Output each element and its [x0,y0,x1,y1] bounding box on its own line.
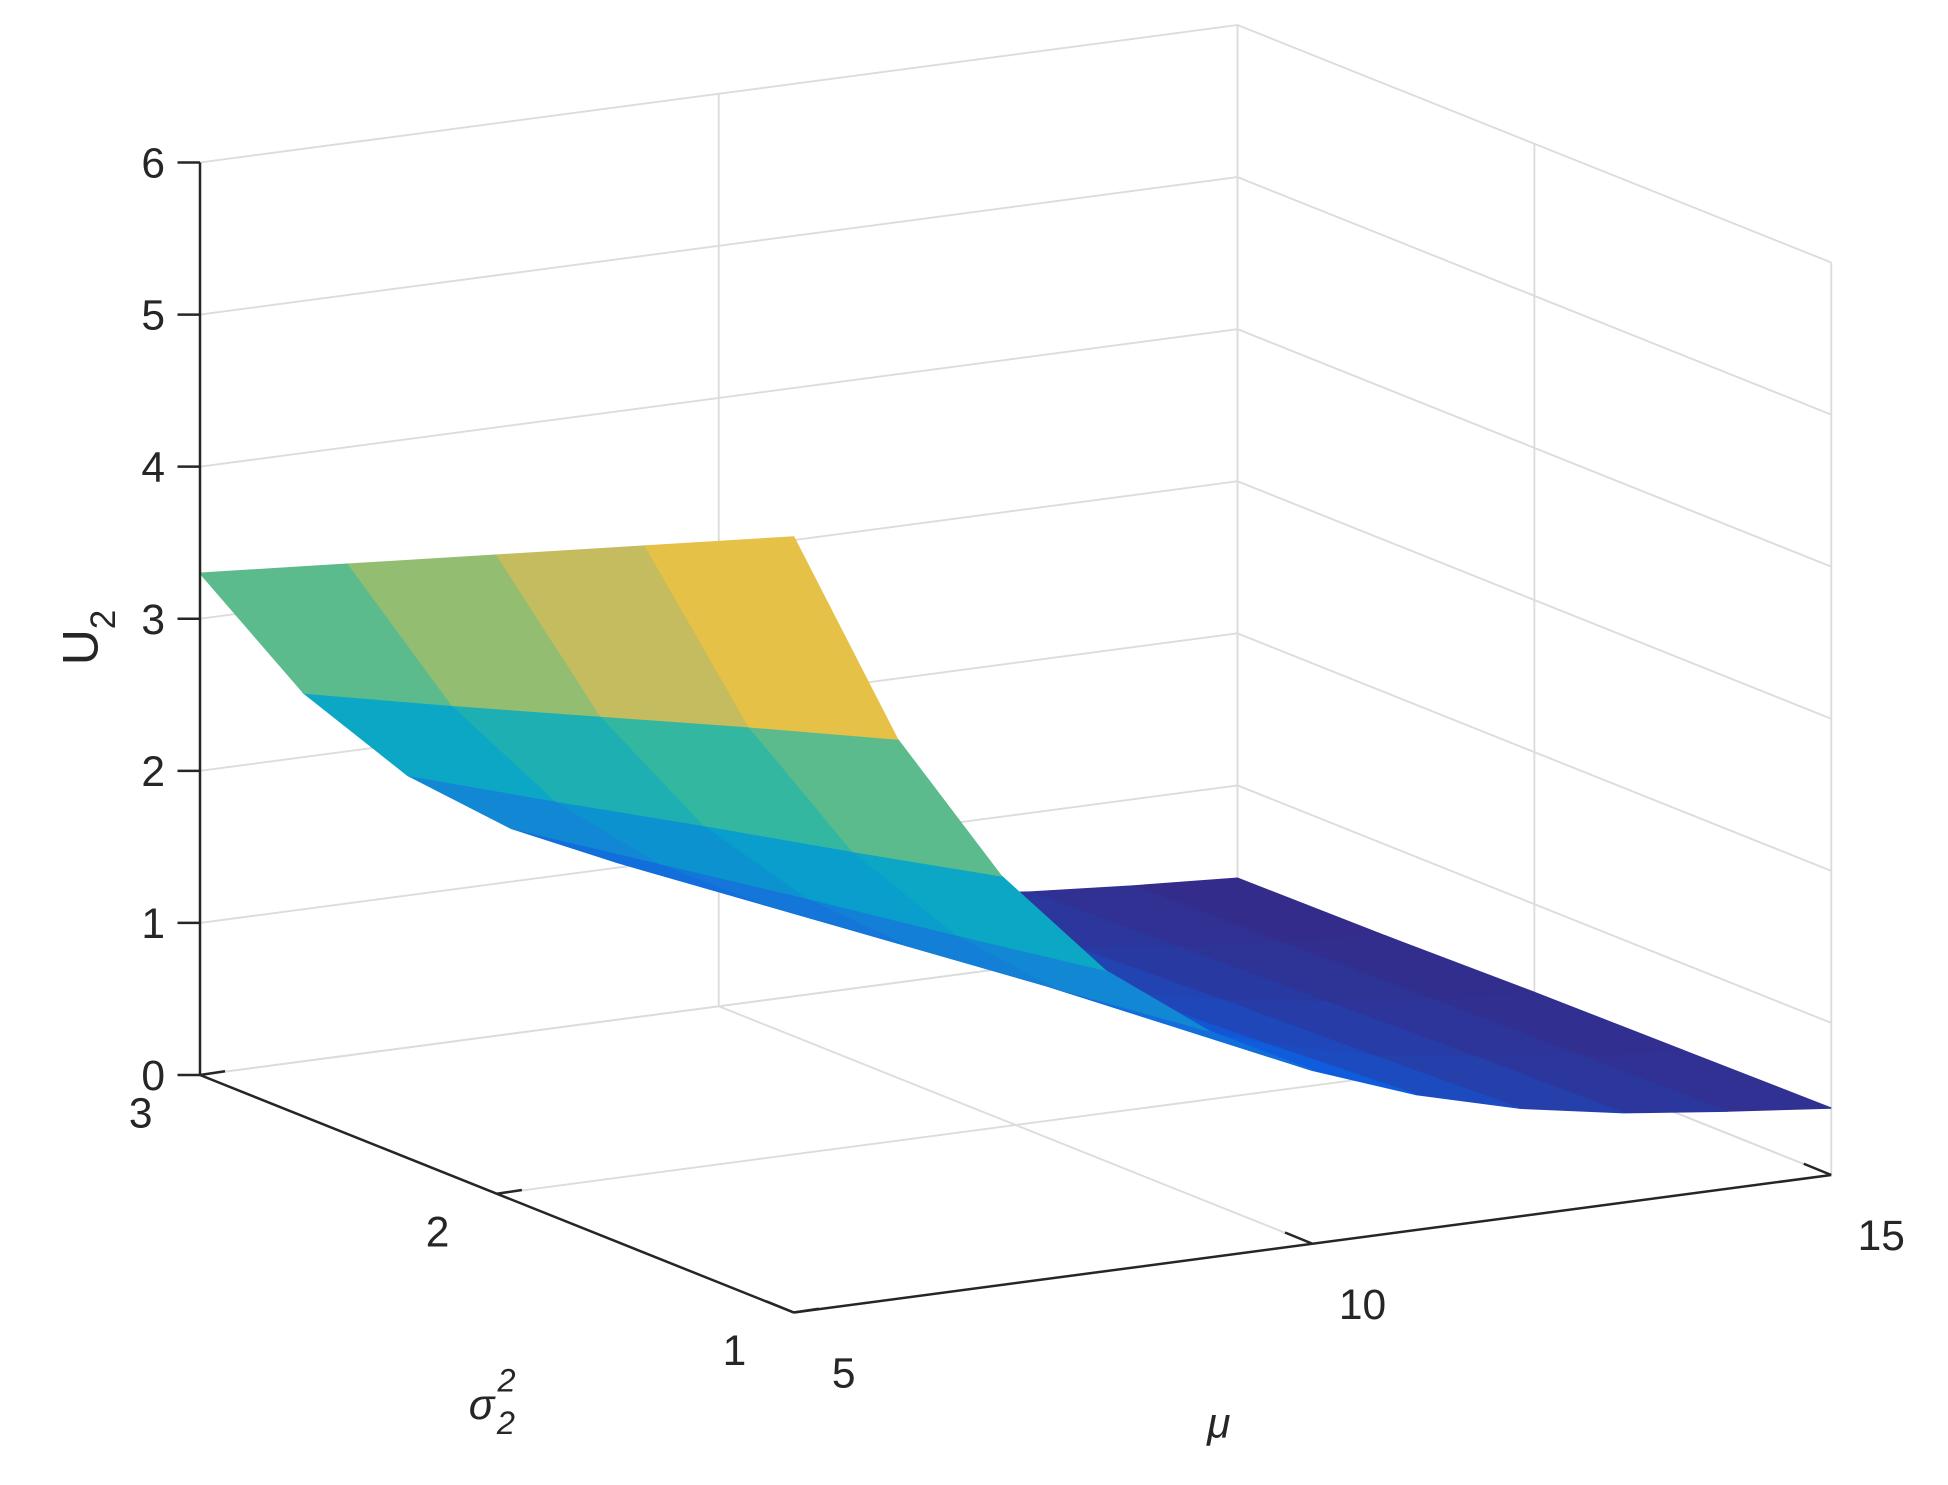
x-tick [1803,1162,1832,1177]
z-tick-label: 2 [141,749,165,796]
y-tick-label: 2 [426,1209,450,1256]
y-tick [199,1070,226,1077]
y-tick [496,1188,523,1195]
z-tick-label: 0 [141,1053,165,1100]
y-label-sub: 2 [496,1405,515,1441]
z-axis-label: U2 [53,610,124,666]
y-axis-label: σ2 2 [469,1362,516,1441]
z-tick-label: 5 [141,293,165,340]
x-tick [765,1300,795,1314]
x-tick [1284,1231,1313,1245]
z-tick-label: 6 [141,141,165,188]
surface-patch [644,536,899,740]
axes: 0 1 2 3 4 5 6 5 10 15 1 2 3 [129,141,1905,1398]
y-label-base: σ [469,1382,496,1429]
z-tick-label: 1 [141,901,165,948]
z-tick-label: 3 [141,597,165,644]
z-label-sub: 2 [84,610,123,629]
y-tick-label: 3 [129,1091,153,1138]
z-tick-label: 4 [141,445,165,492]
x-axis-label: μ [1206,1401,1230,1448]
x-tick-label: 5 [832,1351,856,1398]
y-tick [793,1307,819,1314]
y-label-sup: 2 [496,1362,515,1398]
y-tick-label: 1 [723,1328,747,1375]
surface [198,536,1832,1114]
x-tick-label: 10 [1339,1282,1386,1329]
z-label-base: U [53,629,109,665]
x-tick-label: 15 [1858,1213,1905,1260]
